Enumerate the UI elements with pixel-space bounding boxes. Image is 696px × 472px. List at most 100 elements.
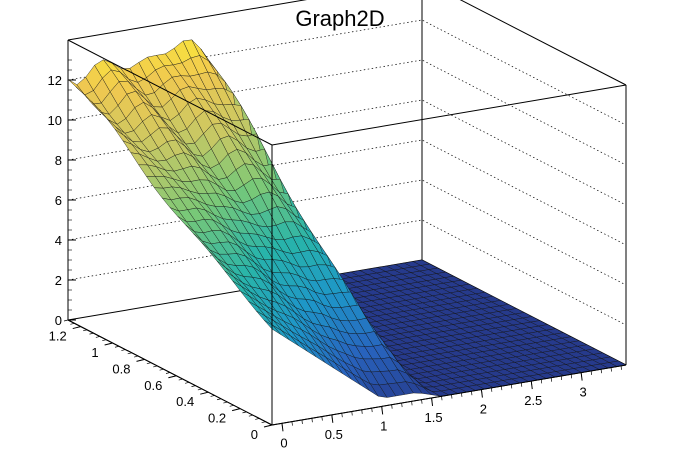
y-minor-tick: [185, 382, 190, 384]
y-minor-tick: [89, 332, 94, 335]
z-tick-label: 0: [55, 313, 62, 328]
z-tick-label: 12: [48, 73, 62, 88]
y-minor-tick: [63, 319, 69, 322]
frame-edge: [459, 0, 627, 86]
y-minor-tick: [153, 365, 158, 368]
x-minor-tick: [311, 418, 313, 423]
x-minor-tick: [281, 423, 283, 428]
y-minor-tick: [114, 345, 120, 348]
x-minor-tick: [560, 375, 563, 381]
x-minor-tick: [441, 396, 443, 401]
x-minor-tick: [411, 401, 413, 406]
y-minor-tick: [229, 404, 234, 407]
y-minor-tick: [102, 339, 107, 342]
z-tick-label: 2: [55, 273, 62, 288]
x-minor-tick: [331, 414, 333, 419]
x-axis-line: [271, 364, 627, 426]
y-minor-tick: [261, 421, 266, 424]
z-tick-label: 4: [55, 233, 62, 248]
x-minor-tick: [391, 404, 393, 409]
x-minor-tick: [351, 411, 353, 416]
y-minor-tick: [216, 398, 222, 401]
y-minor-tick: [236, 408, 241, 410]
x-minor-tick: [431, 397, 433, 403]
y-minor-tick: [191, 385, 196, 387]
x-minor-tick: [530, 381, 533, 386]
z-axis: 0 2 4 6 8 10 12: [48, 56, 76, 328]
x-minor-tick: [361, 409, 363, 414]
y-minor-tick: [108, 342, 113, 345]
y-minor-tick: [223, 401, 228, 404]
x-tick-label: 0: [280, 435, 287, 450]
x-minor-tick: [520, 382, 523, 387]
y-tick-label: 1.2: [49, 329, 67, 344]
x-minor-tick: [371, 408, 373, 413]
y-minor-tick: [121, 349, 126, 351]
y-minor-tick: [146, 362, 151, 364]
y-tick-label: 0: [251, 427, 258, 442]
y-minor-tick: [210, 395, 215, 397]
y-minor-tick: [76, 326, 81, 328]
x-tick-label: 2.5: [524, 393, 542, 408]
x-minor-tick: [471, 391, 473, 396]
x-minor-tick: [341, 413, 343, 418]
y-minor-tick: [70, 322, 75, 325]
y-tick-label: 0.4: [176, 394, 194, 409]
chart-frame-front: [67, 39, 627, 425]
x-minor-tick: [291, 421, 293, 426]
y-minor-tick: [95, 336, 100, 338]
x-minor-tick: [491, 387, 493, 392]
x-tick-label: 1.5: [425, 410, 443, 425]
gridline-z: [67, 139, 627, 246]
y-minor-tick: [127, 352, 132, 355]
y-axis: 0 0.2 0.4 0.6 0.8 1 1.2: [49, 319, 273, 442]
gridline-z: [67, 99, 627, 206]
y-minor-tick: [159, 368, 164, 371]
y-tick-label: 1: [91, 345, 98, 360]
x-minor-tick: [381, 406, 383, 411]
x-tick-label: 2: [480, 402, 487, 417]
x-minor-tick: [421, 399, 423, 404]
y-tick-label: 0.6: [144, 378, 162, 393]
x-minor-tick: [570, 374, 573, 379]
x-minor-tick: [501, 386, 503, 391]
x-minor-tick: [590, 370, 592, 375]
y-minor-tick: [165, 372, 171, 374]
gridline-z: [67, 19, 627, 126]
x-minor-tick: [510, 384, 513, 389]
x-minor-tick: [620, 365, 622, 370]
y-minor-tick: [267, 424, 273, 427]
z-tick-label: 8: [55, 153, 62, 168]
chart-gridlines: [67, 19, 627, 326]
gridline-z: [67, 59, 627, 166]
x-tick-label: 1: [380, 418, 387, 433]
x-axis: 0 0.5 1 1.5 2 2.5 3: [271, 364, 627, 450]
gridline-z: [67, 219, 627, 326]
x-tick-label: 0.5: [325, 427, 343, 442]
y-tick-label: 0.8: [112, 361, 130, 376]
frame-edge-front: [67, 39, 273, 146]
x-minor-tick: [600, 369, 602, 374]
frame-edge: [67, 0, 307, 41]
x-tick-label: 3: [580, 385, 587, 400]
frame-edge-front: [271, 84, 627, 146]
x-minor-tick: [401, 402, 403, 408]
x-minor-tick: [550, 377, 553, 382]
z-tick-label: 6: [55, 193, 62, 208]
chart-title: Graph2D: [295, 6, 384, 31]
y-minor-tick: [197, 388, 202, 391]
y-minor-tick: [242, 411, 247, 414]
x-minor-tick: [540, 379, 543, 384]
y-minor-tick: [204, 391, 209, 394]
z-tick-label: 10: [48, 113, 62, 128]
gridline-z: [67, 179, 627, 286]
surface-mesh: [67, 39, 627, 398]
x-minor-tick: [451, 394, 453, 399]
x-minor-tick: [481, 389, 483, 394]
y-minor-tick: [134, 355, 139, 358]
x-minor-tick: [321, 416, 323, 421]
y-tick-label: 0.2: [208, 411, 226, 426]
y-minor-tick: [178, 378, 183, 381]
x-minor-tick: [580, 372, 582, 377]
